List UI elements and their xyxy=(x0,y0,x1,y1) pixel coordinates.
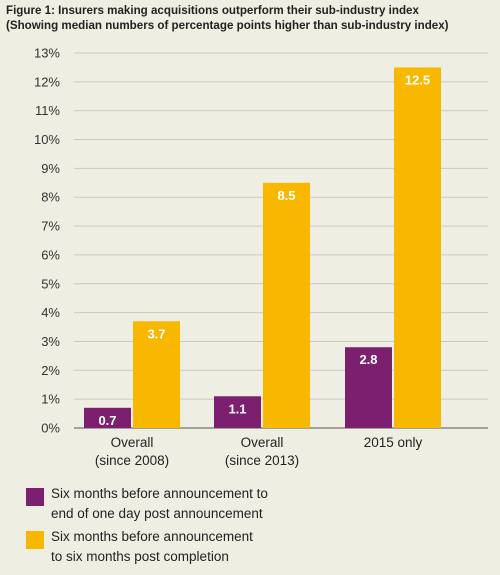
chart-subtitle: (Showing median numbers of percentage po… xyxy=(6,19,449,32)
y-tick-label: 7% xyxy=(41,219,60,234)
bar-chart: 0% 1% 2% 3% 4% 5% 6% 7% 8% 9% 10% 11% 12% 13% 0.7 1.1 2.… xyxy=(34,46,488,468)
y-tick-label: 5% xyxy=(41,276,60,291)
chart-title: Figure 1: Insurers making acquisitions o… xyxy=(6,4,419,17)
y-tick-label: 1% xyxy=(41,392,60,407)
bar-series-2 xyxy=(263,182,310,428)
legend-label-series-1-line-1: Six months before announcement to xyxy=(51,486,268,501)
y-tick-label: 9% xyxy=(41,161,60,176)
x-category-label: Overall xyxy=(241,435,284,450)
legend-label-series-2: Six months before announcement to six mo… xyxy=(51,527,371,567)
legend-label-series-2-line-2: to six months post completion xyxy=(51,549,229,564)
y-tick-label: 2% xyxy=(41,363,60,378)
legend-item-series-2: Six months before announcement to six mo… xyxy=(26,527,366,569)
legend-swatch-series-2 xyxy=(26,531,44,549)
legend-label-series-1-line-2: end of one day post announcement xyxy=(51,506,263,521)
y-tick-label: 12% xyxy=(34,74,60,89)
data-label-series-1: 1.1 xyxy=(228,401,246,416)
x-category-label: Overall xyxy=(111,435,154,450)
x-category-label: 2015 only xyxy=(364,435,423,450)
legend-label-series-1: Six months before announcement to end of… xyxy=(51,484,371,524)
data-label-series-1: 0.7 xyxy=(98,413,116,428)
legend-item-series-1: Six months before announcement to end of… xyxy=(26,484,366,526)
y-tick-label: 10% xyxy=(34,132,60,147)
bar-series-1 xyxy=(84,407,131,428)
bar-series-1 xyxy=(345,347,392,428)
bar-series-2 xyxy=(394,67,441,428)
bar-series-2 xyxy=(133,321,180,428)
legend-swatch-series-1 xyxy=(26,488,44,506)
y-tick-label: 13% xyxy=(34,46,60,61)
data-label-series-2: 12.5 xyxy=(405,72,430,87)
y-tick-label: 4% xyxy=(41,305,60,320)
y-tick-label: 3% xyxy=(41,334,60,349)
y-tick-label: 8% xyxy=(41,190,60,205)
y-tick-label: 11% xyxy=(35,103,60,118)
y-tick-label: 6% xyxy=(41,247,60,262)
x-category-label: (since 2008) xyxy=(95,453,169,468)
bar-series-1 xyxy=(214,396,261,428)
data-label-series-2: 8.5 xyxy=(277,188,295,203)
x-category-label: (since 2013) xyxy=(225,453,299,468)
legend-label-series-2-line-1: Six months before announcement xyxy=(51,529,253,544)
data-label-series-2: 3.7 xyxy=(147,326,165,341)
data-label-series-1: 2.8 xyxy=(359,352,377,367)
y-tick-label: 0% xyxy=(41,421,60,436)
